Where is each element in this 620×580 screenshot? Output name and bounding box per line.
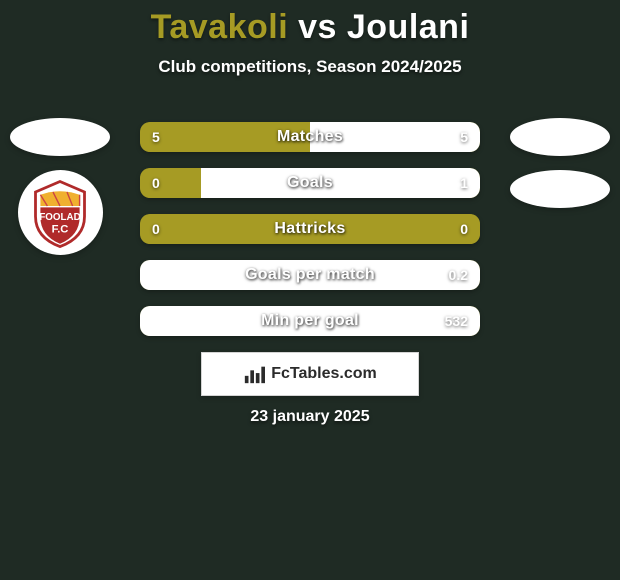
stat-row: Matches5 5 bbox=[140, 122, 480, 152]
stat-row: Goals per match0.2 bbox=[140, 260, 480, 290]
page-title: Tavakoli vs Joulani bbox=[0, 0, 620, 47]
player2-club-placeholder bbox=[510, 170, 610, 208]
comparison-infographic: Tavakoli vs Joulani Club competitions, S… bbox=[0, 0, 620, 580]
subtitle: Club competitions, Season 2024/2025 bbox=[0, 57, 620, 77]
date-text: 23 january 2025 bbox=[0, 408, 620, 426]
player2-photo-placeholder bbox=[510, 118, 610, 156]
left-badge-column: FOOLAD F.C bbox=[10, 118, 110, 255]
player1-photo-placeholder bbox=[10, 118, 110, 156]
stat-label: Min per goal bbox=[140, 306, 480, 336]
player1-club-logo: FOOLAD F.C bbox=[18, 170, 103, 255]
attribution-text: FcTables.com bbox=[271, 365, 377, 383]
stat-row: Hattricks0 0 bbox=[140, 214, 480, 244]
stat-label: Goals per match bbox=[140, 260, 480, 290]
foolad-logo-icon: FOOLAD F.C bbox=[25, 178, 95, 248]
stat-value-right: 0 bbox=[460, 214, 468, 244]
stat-label: Hattricks bbox=[140, 214, 480, 244]
svg-text:F.C: F.C bbox=[52, 223, 69, 235]
stat-label: Goals bbox=[140, 168, 480, 198]
player1-name: Tavakoli bbox=[151, 8, 289, 46]
stat-value-right: 532 bbox=[445, 306, 468, 336]
vs-word: vs bbox=[298, 8, 337, 46]
stat-value-left: 0 bbox=[152, 168, 160, 198]
stat-row: Goals0 1 bbox=[140, 168, 480, 198]
stats-bar-list: Matches55Goals01Hattricks00Goals per mat… bbox=[140, 122, 480, 352]
stat-value-left: 0 bbox=[152, 214, 160, 244]
right-badge-column bbox=[510, 118, 610, 222]
stat-value-right: 5 bbox=[460, 122, 468, 152]
svg-text:FOOLAD: FOOLAD bbox=[39, 212, 80, 223]
stat-value-right: 1 bbox=[460, 168, 468, 198]
stat-row: Min per goal532 bbox=[140, 306, 480, 336]
stat-value-right: 0.2 bbox=[449, 260, 468, 290]
stat-label: Matches bbox=[140, 122, 480, 152]
attribution-box: FcTables.com bbox=[201, 352, 419, 396]
player2-name: Joulani bbox=[347, 8, 470, 46]
stat-value-left: 5 bbox=[152, 122, 160, 152]
bar-chart-icon bbox=[243, 363, 265, 385]
